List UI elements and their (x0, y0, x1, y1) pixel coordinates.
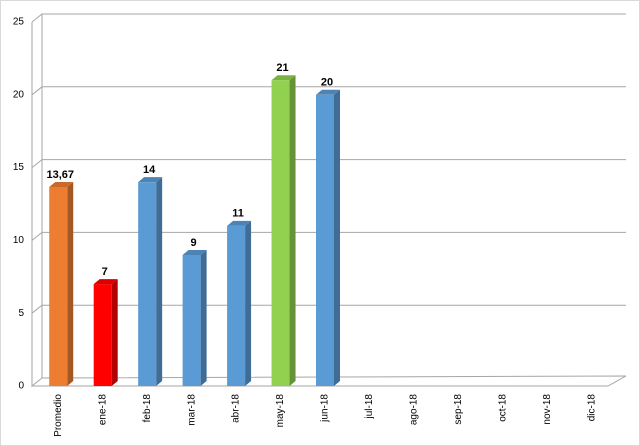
y-tick-label: 0 (18, 381, 24, 392)
bar-top (93, 279, 118, 285)
grid-line (31, 159, 626, 168)
bar-top (227, 220, 252, 226)
bar-top (271, 75, 296, 81)
value-label: 11 (232, 208, 244, 220)
value-label: 14 (143, 164, 156, 176)
y-tick-label: 20 (13, 89, 25, 100)
bar-top (316, 89, 340, 95)
bar (271, 80, 290, 387)
y-tick-label: 15 (13, 162, 25, 173)
x-tick-label: feb-18 (142, 394, 153, 423)
value-label: 13,67 (46, 169, 74, 181)
x-tick-label: sep-18 (453, 394, 464, 425)
bar (182, 254, 201, 386)
x-tick-label: jun-18 (320, 394, 331, 423)
x-tick-label: may-18 (275, 394, 286, 428)
y-tick-label: 25 (13, 17, 25, 28)
bar (93, 284, 112, 386)
bar-top (138, 177, 163, 183)
grid-line (31, 231, 626, 241)
bar-side (200, 249, 207, 386)
x-tick-label: ene-18 (97, 394, 108, 426)
bar-side (289, 75, 296, 387)
value-label: 9 (191, 237, 197, 249)
x-tick-label: Promedio (53, 394, 64, 437)
grid-line (31, 13, 626, 23)
bar-side (156, 177, 163, 386)
y-tick-label: 5 (18, 308, 24, 319)
x-tick-label: nov-18 (542, 394, 553, 425)
value-label: 20 (321, 77, 333, 89)
bar-side (67, 181, 74, 386)
bar (316, 94, 334, 387)
grid-line (31, 86, 626, 96)
bar-side (111, 279, 118, 386)
x-tick-label: oct-18 (497, 394, 508, 422)
value-label: 21 (276, 62, 288, 74)
bar-top (182, 249, 207, 255)
bar-top (49, 181, 74, 187)
x-tick-label: ago-18 (409, 394, 420, 426)
x-tick-label: dic-18 (586, 394, 597, 422)
value-label: 7 (102, 266, 108, 278)
x-tick-label: mar-18 (186, 394, 197, 426)
bar (227, 225, 246, 386)
x-tick-label: abr-18 (231, 394, 242, 423)
bar-side (334, 89, 340, 387)
bar-side (245, 220, 252, 386)
y-tick-label: 10 (13, 235, 25, 246)
bar (49, 186, 68, 386)
bar (138, 182, 157, 386)
grid-line (31, 304, 626, 314)
x-tick-label: jul-18 (364, 394, 375, 420)
